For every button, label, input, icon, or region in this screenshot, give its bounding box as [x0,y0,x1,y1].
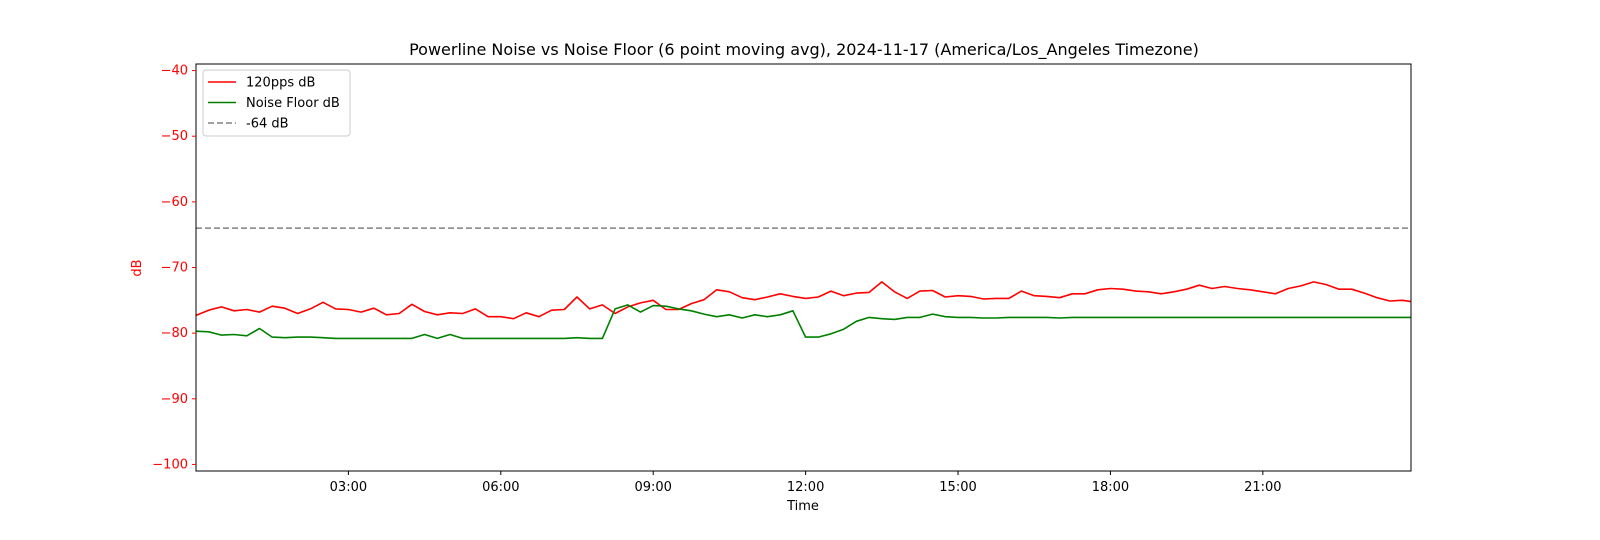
legend-label: Noise Floor dB [246,96,340,111]
x-tick-label: 06:00 [482,480,519,495]
y-tick-label: −50 [161,129,188,144]
plot-frame [195,63,1412,472]
x-tick-label: 18:00 [1092,480,1129,495]
y-tick-label: −90 [161,392,188,407]
legend-label: 120pps dB [246,76,315,91]
y-tick-label: −70 [161,261,188,276]
y-tick-label: −40 [161,64,188,79]
series-line-120pps [195,281,1412,320]
y-tick-label: −100 [152,457,188,472]
x-tick-label: 15:00 [939,480,976,495]
y-tick-label: −60 [161,195,188,210]
x-tick-label: 21:00 [1244,480,1281,495]
x-tick-label: 12:00 [787,480,824,495]
series-line-noise-floor [195,304,1411,340]
chart-title: Powerline Noise vs Noise Floor (6 point … [409,40,1199,60]
legend-label: -64 dB [246,117,289,132]
legend-box [202,69,351,137]
legend: 120pps dB Noise Floor dB -64 dB [202,69,351,137]
plot-area: 03:00 06:00 09:00 12:00 15:00 18:00 21:00 −40 −5… [152,63,1412,495]
y-tick-label: −80 [161,326,188,341]
x-axis-label: Time [786,499,819,514]
x-tick-label: 09:00 [634,480,671,495]
y-axis-label: dB [130,259,145,276]
x-tick-label: 03:00 [330,480,367,495]
